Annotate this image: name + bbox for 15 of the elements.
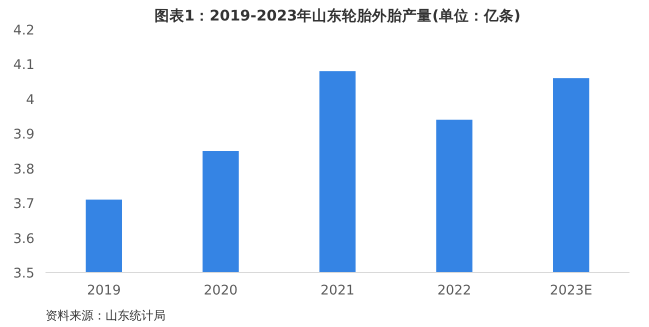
y-tick-label: 4 — [26, 92, 35, 108]
x-tick-label: 2023E — [550, 284, 592, 298]
y-tick-label: 3.8 — [13, 162, 35, 178]
x-tick-label: 2021 — [320, 284, 354, 298]
x-tick-label: 2019 — [86, 284, 121, 298]
y-tick-label: 4.1 — [13, 58, 35, 74]
y-tick-label: 3.9 — [13, 128, 35, 143]
y-tick-label: 3.6 — [13, 232, 35, 247]
y-tick-label: 4.2 — [13, 24, 35, 38]
text: 资料来源：山东统计局 — [46, 308, 166, 322]
x-tick-label: 2020 — [204, 284, 238, 298]
y-tick-label: 3.5 — [13, 266, 35, 282]
chart-title: 图表1：2019-2023年山东轮胎外胎产量(单位：亿条) — [154, 6, 521, 24]
y-tick-label: 3.7 — [13, 197, 35, 212]
x-tick-label: 2022 — [437, 284, 472, 298]
